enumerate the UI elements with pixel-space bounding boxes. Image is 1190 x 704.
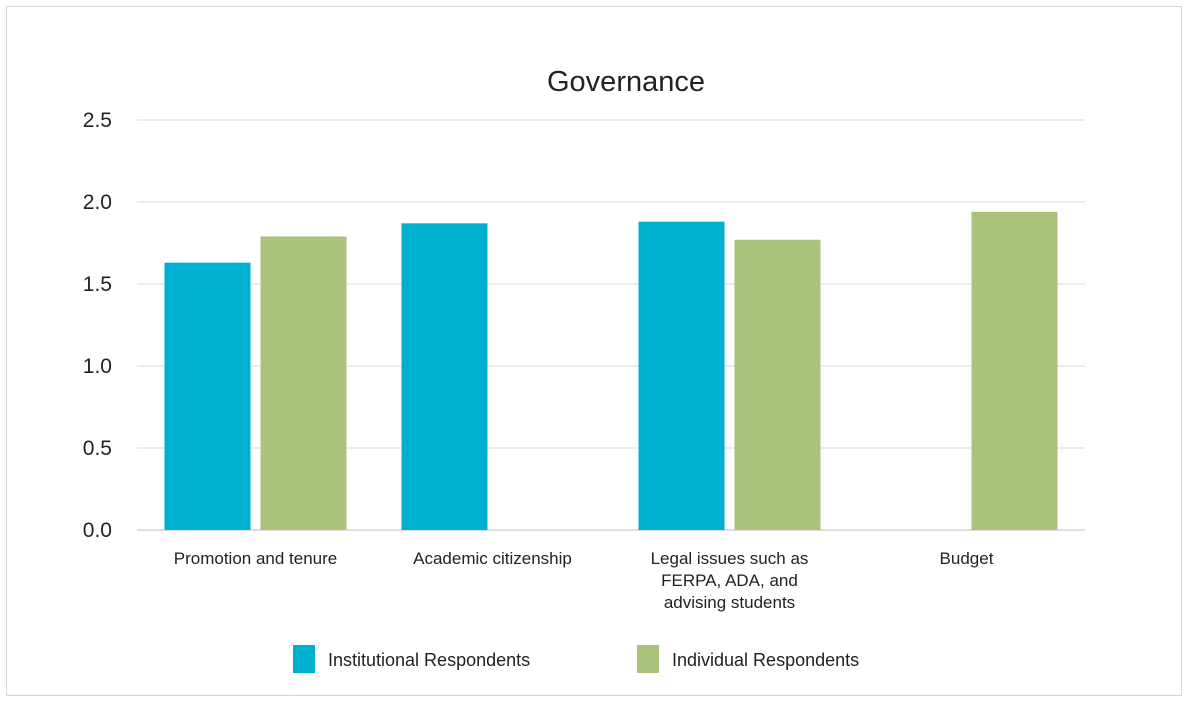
bar-institutional [164, 262, 251, 530]
bars [164, 211, 1058, 530]
x-tick-label-line: Academic citizenship [413, 549, 572, 568]
legend-swatch [293, 645, 315, 673]
x-tick-label-line: Legal issues such as [651, 549, 809, 568]
x-tick-label-line: Promotion and tenure [174, 549, 338, 568]
y-tick-label: 1.0 [83, 355, 112, 378]
legend-swatch [637, 645, 659, 673]
x-tick-label: Legal issues such as FERPA, ADA, and advis… [651, 549, 809, 612]
y-tick-label: 1.5 [83, 273, 112, 296]
x-axis: Promotion and tenure Academic citizenship… [174, 549, 994, 612]
bar-individual [260, 236, 347, 530]
legend: Institutional Respondents Individual Resp… [293, 645, 859, 673]
bar-institutional [401, 223, 488, 530]
bar-individual [734, 239, 821, 530]
chart-title: Governance [547, 66, 705, 98]
bar-institutional [638, 221, 725, 530]
legend-label: Institutional Respondents [328, 650, 530, 670]
bar-individual [971, 211, 1058, 530]
x-tick-label: Promotion and tenure [174, 549, 338, 568]
x-tick-label-line: Budget [940, 549, 994, 568]
y-tick-label: 0.5 [83, 437, 112, 460]
x-tick-label-line: advising students [664, 593, 795, 612]
y-tick-label: 2.0 [83, 191, 112, 214]
legend-label: Individual Respondents [672, 650, 859, 670]
x-tick-label: Budget [940, 549, 994, 568]
x-tick-label-line: FERPA, ADA, and [661, 571, 798, 590]
x-tick-label: Academic citizenship [413, 549, 572, 568]
y-axis: 0.0 0.5 1.0 1.5 2.0 2.5 [83, 109, 112, 542]
y-tick-label: 2.5 [83, 109, 112, 132]
y-tick-label: 0.0 [83, 519, 112, 542]
